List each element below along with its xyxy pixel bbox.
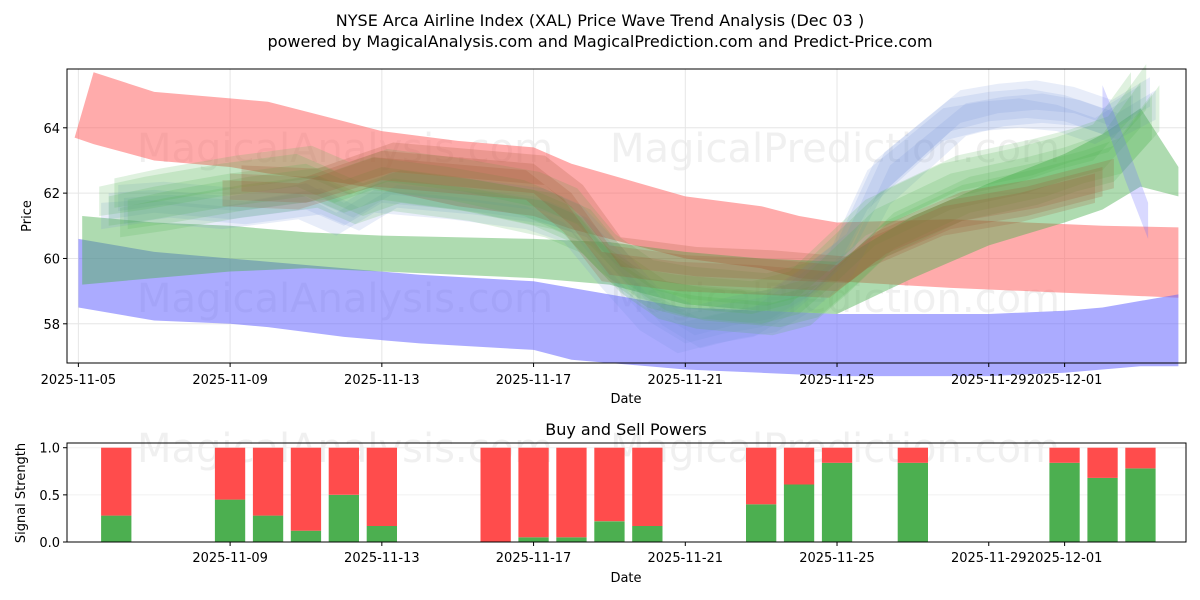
signal-xtick-label-0: 2025-11-09 bbox=[192, 551, 268, 566]
signal-xtick-label-6: 2025-12-01 bbox=[1027, 551, 1103, 566]
price-x-axis-label: Date bbox=[610, 392, 641, 407]
price-extra-band-green-4 bbox=[114, 64, 1147, 306]
buy-bar-0 bbox=[101, 515, 132, 542]
signal-xtick-label-4: 2025-11-25 bbox=[799, 551, 875, 566]
price-y-axis-label: Price bbox=[20, 200, 35, 232]
price-band-3 bbox=[82, 108, 1179, 314]
price-xtick-label-6: 2025-11-29 bbox=[951, 373, 1027, 388]
sell-bar-16 bbox=[1087, 447, 1118, 478]
price-extra-band-tail bbox=[1102, 85, 1149, 239]
buy-bar-10 bbox=[632, 526, 663, 542]
buy-bar-13 bbox=[821, 462, 853, 542]
signal-xtick-label-1: 2025-11-13 bbox=[344, 551, 420, 566]
sell-bar-4 bbox=[328, 447, 359, 495]
price-extra-band-lightblue-3 bbox=[101, 95, 1133, 354]
signal-plot-frame bbox=[66, 442, 1187, 543]
price-xtick-label-7: 2025-12-01 bbox=[1027, 373, 1103, 388]
sell-bar-11 bbox=[746, 447, 777, 505]
sell-bar-14 bbox=[897, 447, 928, 463]
sell-bar-15 bbox=[1049, 447, 1080, 463]
signal-ytick-label-2: 1.0 bbox=[39, 442, 60, 457]
price-extra-band-lightblue-1 bbox=[108, 85, 1141, 344]
buy-bar-14 bbox=[897, 462, 928, 542]
price-x-ticks: 2025-11-05 2025-11-09 2025-11-13 2025-11-17… bbox=[41, 363, 1103, 388]
signal-x-axis-label: Date bbox=[610, 571, 641, 586]
signal-y-axis-label: Signal Strength bbox=[14, 443, 29, 543]
sell-bar-3 bbox=[290, 447, 322, 531]
signal-y-ticks: 0.0 0.5 1.0 bbox=[39, 442, 67, 551]
chart-subtitle: powered by MagicalAnalysis.com and Magic… bbox=[267, 32, 932, 51]
price-plot-frame bbox=[66, 68, 1187, 364]
price-extra-band-brown-2 bbox=[241, 142, 1114, 283]
buy-bar-9 bbox=[594, 521, 625, 542]
buy-bar-17 bbox=[1125, 468, 1156, 542]
signal-xtick-label-5: 2025-11-29 bbox=[951, 551, 1027, 566]
price-extra-band-brown-1 bbox=[230, 150, 1103, 292]
price-xtick-label-4: 2025-11-21 bbox=[648, 373, 724, 388]
buy-bar-5 bbox=[366, 526, 397, 542]
sell-bar-8 bbox=[556, 447, 587, 538]
signal-ytick-label-1: 0.5 bbox=[39, 489, 60, 504]
sell-bar-1 bbox=[214, 447, 246, 500]
sell-bar-7 bbox=[518, 447, 549, 538]
buy-bar-3 bbox=[290, 530, 322, 542]
price-chart: 2025-11-05 2025-11-09 2025-11-13 2025-11-17… bbox=[20, 64, 1187, 407]
price-ytick-label-0: 58 bbox=[43, 318, 60, 333]
price-y-ticks: 58 60 62 64 bbox=[43, 122, 67, 333]
price-ytick-label-3: 64 bbox=[43, 122, 60, 137]
buy-bar-16 bbox=[1087, 477, 1118, 542]
price-extra-band-green-2 bbox=[120, 93, 1152, 336]
price-xtick-label-1: 2025-11-09 bbox=[192, 373, 268, 388]
buy-bar-7 bbox=[518, 537, 549, 542]
price-extra-band-green-1 bbox=[108, 82, 1141, 324]
sell-bar-13 bbox=[821, 447, 853, 463]
buy-bar-11 bbox=[746, 504, 777, 542]
sell-bar-0 bbox=[101, 447, 132, 516]
sell-bar-6 bbox=[480, 447, 511, 542]
signal-bars bbox=[101, 447, 1156, 542]
sell-bar-17 bbox=[1125, 447, 1156, 469]
signal-xtick-label-3: 2025-11-21 bbox=[648, 551, 724, 566]
sell-bar-12 bbox=[783, 447, 815, 485]
price-extra-band-green-3 bbox=[99, 72, 1132, 314]
price-ytick-label-2: 62 bbox=[43, 187, 60, 202]
sell-bar-5 bbox=[366, 447, 397, 526]
price-ytick-label-1: 60 bbox=[43, 252, 60, 267]
price-extra-band-brown-3 bbox=[222, 157, 1095, 298]
price-xtick-label-2: 2025-11-13 bbox=[344, 373, 420, 388]
price-xtick-label-0: 2025-11-05 bbox=[41, 373, 117, 388]
price-extra-band-lightblue-4 bbox=[123, 90, 1156, 349]
buy-bar-1 bbox=[214, 499, 246, 542]
buy-bar-12 bbox=[783, 484, 815, 542]
price-xtick-label-3: 2025-11-17 bbox=[496, 373, 572, 388]
buy-bar-15 bbox=[1049, 462, 1080, 542]
price-bands bbox=[74, 72, 1179, 377]
signal-ytick-label-0: 0.0 bbox=[39, 536, 60, 551]
signal-chart: Buy and Sell Powers 2025-11-09 2025-11-13… bbox=[14, 420, 1187, 586]
price-extra-band-lightblue-2 bbox=[118, 77, 1151, 336]
buy-bar-8 bbox=[556, 537, 587, 542]
signal-xtick-label-2: 2025-11-17 bbox=[496, 551, 572, 566]
sell-bar-10 bbox=[632, 447, 663, 526]
price-band-2 bbox=[78, 238, 1179, 377]
sell-bar-2 bbox=[252, 447, 284, 516]
price-extra-bands bbox=[99, 64, 1160, 354]
signal-x-ticks: 2025-11-09 2025-11-13 2025-11-17 2025-11-21… bbox=[192, 542, 1102, 566]
signal-chart-title: Buy and Sell Powers bbox=[545, 420, 707, 439]
price-band-1 bbox=[74, 72, 1179, 298]
price-xtick-label-5: 2025-11-25 bbox=[799, 373, 875, 388]
buy-bar-4 bbox=[328, 494, 359, 542]
sell-bar-9 bbox=[594, 447, 625, 522]
price-extra-band-green-5 bbox=[127, 85, 1160, 328]
chart-title: NYSE Arca Airline Index (XAL) Price Wave… bbox=[336, 11, 864, 30]
buy-bar-2 bbox=[252, 515, 284, 542]
